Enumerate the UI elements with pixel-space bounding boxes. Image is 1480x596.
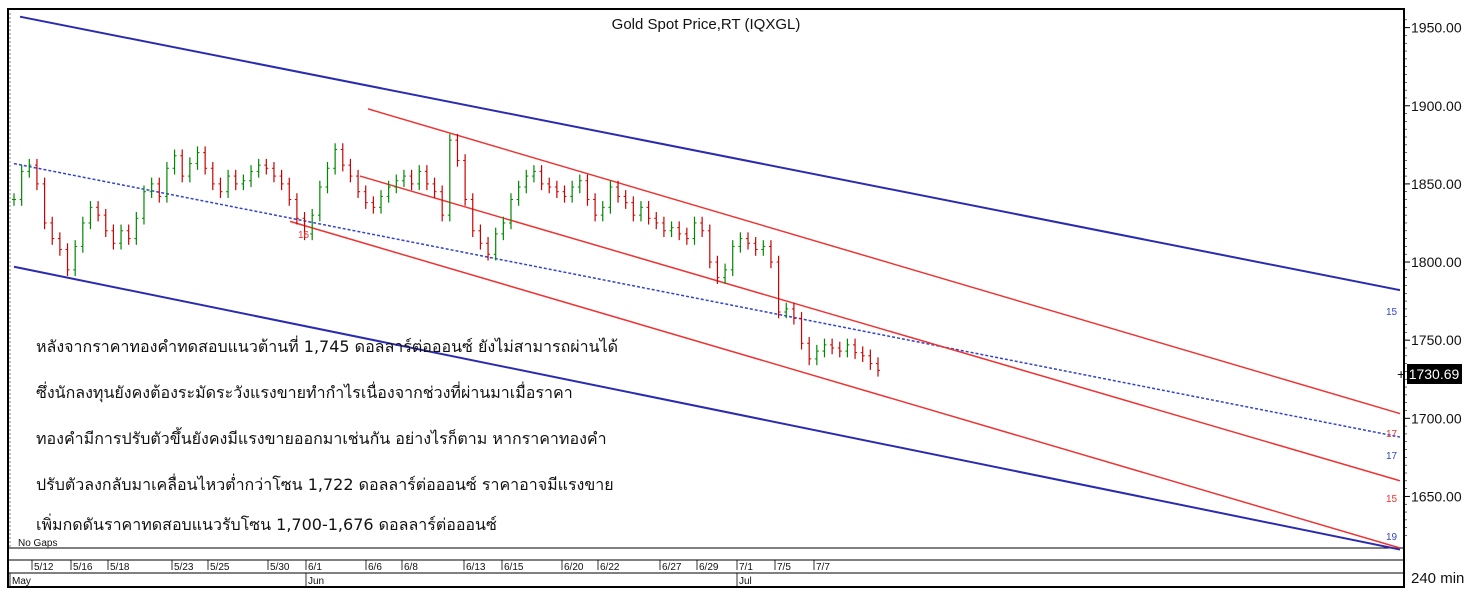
x-tick-label: 6/29 (699, 562, 719, 573)
svg-text:+: + (1397, 366, 1405, 382)
y-tick-label: 1650.00 (1411, 488, 1462, 504)
last-price-label: 1730.69 (1409, 366, 1460, 382)
x-tick-label: 6/27 (662, 562, 682, 573)
x-tick-label: 5/30 (270, 562, 290, 573)
interval-label: 240 min (1411, 570, 1464, 587)
inner-upper-line (367, 108, 1401, 415)
month-label: Jun (308, 576, 324, 587)
channel-annotation: 15 (1386, 494, 1398, 505)
month-label: Jul (739, 576, 752, 587)
chart-title: Gold Spot Price,RT (IQXGL) (612, 16, 801, 33)
x-tick-label: 5/23 (174, 562, 194, 573)
no-gaps-label: No Gaps (18, 538, 57, 549)
y-axis: 1950.00 1900.00 1850.00 1800.00 1750.00 1700.… (8, 13, 1462, 547)
x-tick-label: 5/25 (210, 562, 230, 573)
inner-lower-line (289, 220, 1401, 549)
x-tick-label: 7/5 (777, 562, 791, 573)
inner-middle-line (359, 175, 1401, 482)
commentary-line: ทองคำมีการปรับตัวขึ้นยังคงมีแรงขายออกมาเ… (36, 427, 607, 448)
plot-frame (7, 8, 1405, 588)
commentary-block: หลังจากราคาทองคำทดสอบแนวต้านที่ 1,745 ดอ… (36, 335, 618, 534)
x-tick-label: 5/16 (73, 562, 93, 573)
y-tick-label: 1850.00 (1411, 176, 1462, 192)
commentary-line: หลังจากราคาทองคำทดสอบแนวต้านที่ 1,745 ดอ… (36, 335, 618, 356)
x-tick-label: 6/20 (564, 562, 584, 573)
x-tick-label: 7/1 (739, 562, 753, 573)
x-tick-label: 6/6 (368, 562, 382, 573)
trend-channels (13, 15, 1401, 551)
y-tick-label: 1750.00 (1411, 332, 1462, 348)
commentary-line: เพิ่มกดดันราคาทดสอบแนวรับโซน 1,700-1,676… (36, 513, 497, 534)
y-tick-label: 1900.00 (1411, 98, 1462, 114)
lower-channel-line (13, 265, 1401, 551)
y-tick-label: 1950.00 (1411, 20, 1462, 36)
y-tick-label: 1700.00 (1411, 410, 1462, 426)
x-tick-label: 6/1 (308, 562, 322, 573)
x-tick-label: 5/12 (34, 562, 54, 573)
x-tick-label: 6/8 (404, 562, 418, 573)
x-tick-label: 6/22 (600, 562, 620, 573)
channel-annotation: 16 (298, 230, 310, 241)
channel-annotation: 19 (1386, 532, 1398, 543)
commentary-line: ซึ่งนักลงทุนยังคงต้องระมัดระวังแรงขายทำก… (36, 381, 573, 403)
x-tick-label: 6/15 (504, 562, 524, 573)
channel-annotation: 17 (1386, 429, 1398, 440)
x-axis: 5/12 5/16 5/18 5/23 5/25 5/30 6/1 6/6 6/8 6/13 6/1… (9, 560, 830, 587)
channel-annotation: 15 (1386, 307, 1398, 318)
price-series (12, 133, 880, 377)
channel-annotations: 16 15 17 17 15 19 (298, 230, 1398, 543)
commentary-line: ปรับตัวลงกลับมาเคลื่อนไหวต่ำกว่าโซน 1,72… (36, 473, 614, 494)
last-price-marker: + 1730.69 (1397, 364, 1462, 384)
x-tick-label: 5/18 (110, 562, 130, 573)
channel-midline (13, 162, 1401, 438)
x-tick-label: 6/13 (466, 562, 486, 573)
upper-channel-line (19, 15, 1401, 292)
y-tick-label: 1800.00 (1411, 254, 1462, 270)
month-label: May (12, 576, 31, 587)
x-tick-label: 7/7 (816, 562, 830, 573)
channel-annotation: 17 (1386, 451, 1398, 462)
